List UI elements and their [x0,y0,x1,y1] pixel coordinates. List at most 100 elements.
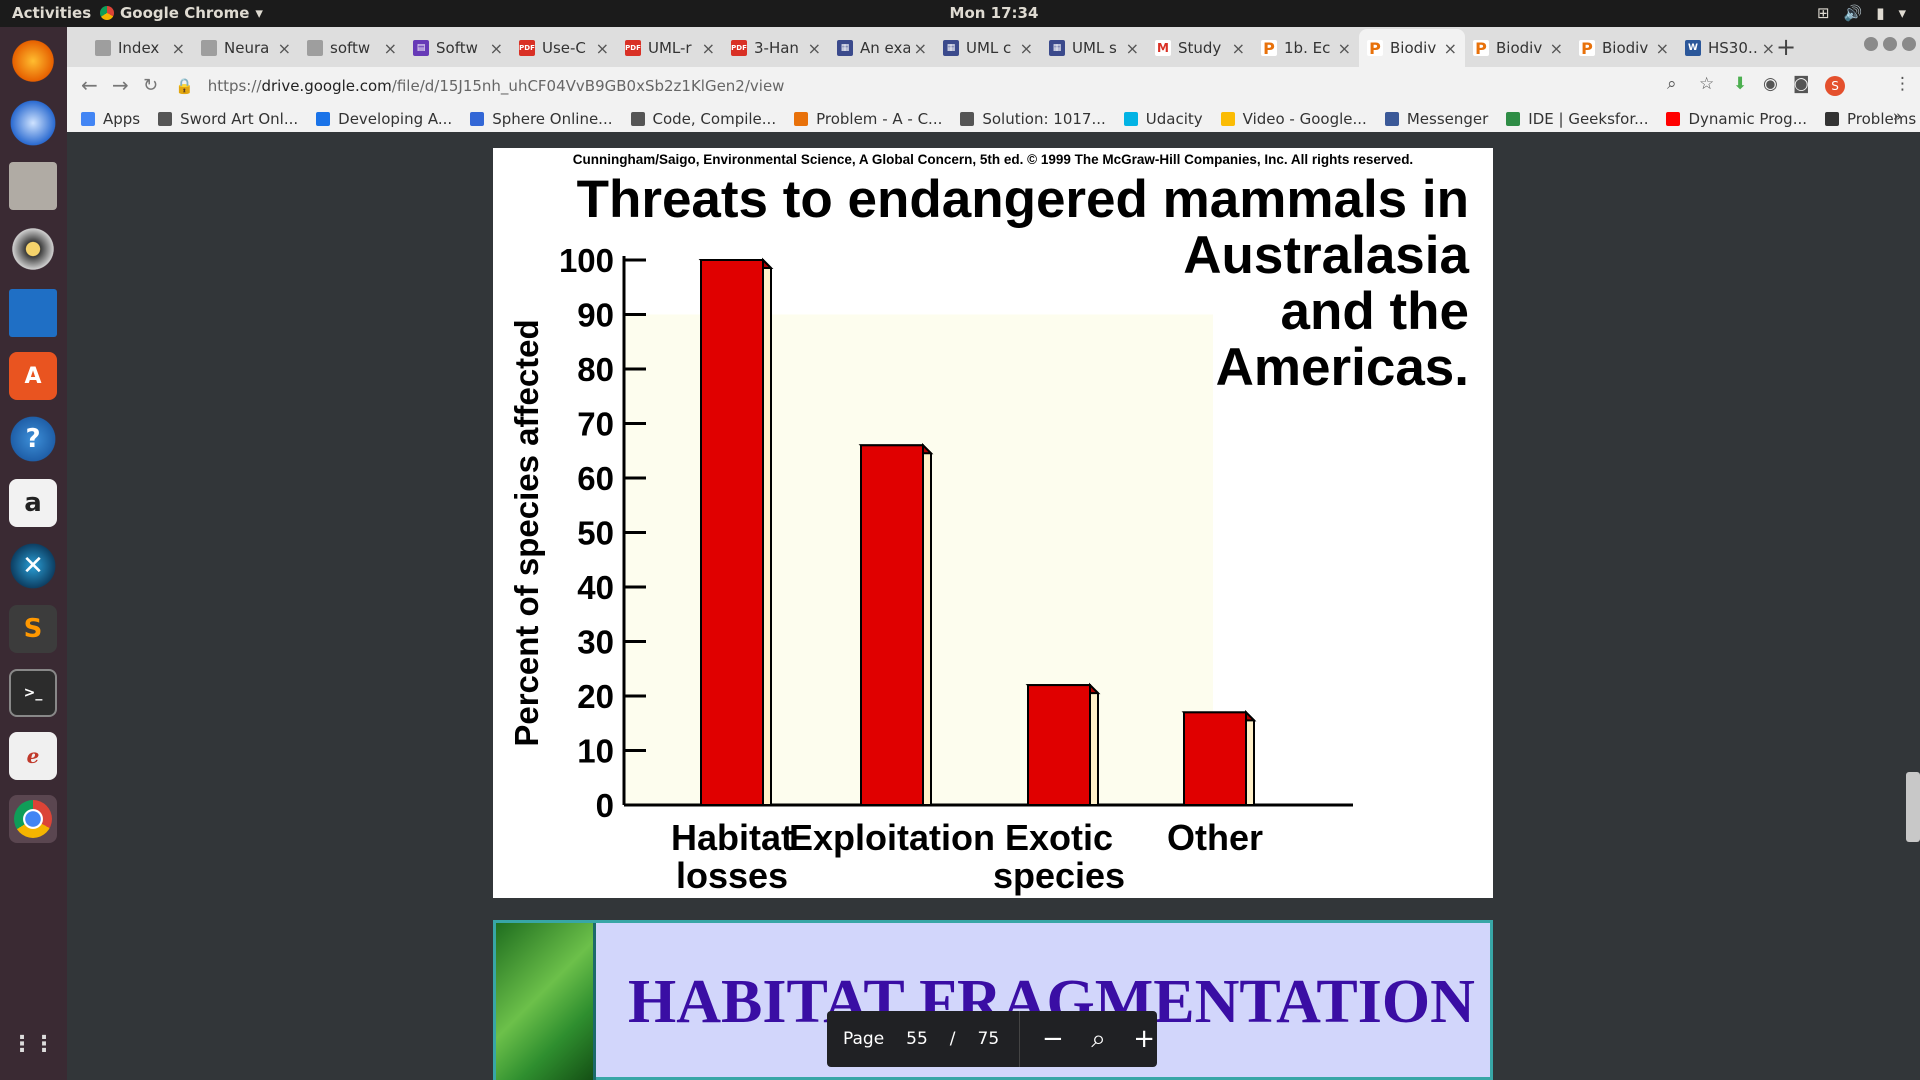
bookmark-label: Messenger [1406,109,1489,128]
tab-7[interactable]: ▦ An exa × [829,29,935,67]
ppt-icon: P [1367,39,1383,58]
bookmark-item[interactable]: Dynamic Prog... [1666,110,1807,128]
screenshot-icon[interactable]: ◙ [1793,74,1810,94]
close-icon[interactable]: × [595,38,609,58]
bookmark-item[interactable]: Udacity [1123,110,1203,128]
bookmark-item[interactable]: Sphere Online... [470,110,613,128]
close-icon[interactable]: × [277,38,291,58]
reload-icon[interactable]: ↻ [143,75,159,96]
bookmark-item[interactable]: Apps [81,110,140,128]
extension-download-icon[interactable]: ⬇ [1733,74,1748,94]
tab-12[interactable]: P Biodiv × [1359,29,1465,67]
page-number-input[interactable]: 55 [906,1029,928,1049]
system-tray[interactable]: ⊞ 🔊 ▮ ▾ [1817,4,1906,22]
close-icon[interactable]: × [1761,38,1775,58]
kodi-icon[interactable]: ✕ [9,542,57,590]
tab-title: An exa [860,39,910,57]
close-icon[interactable]: × [701,38,715,58]
bookmark-star-icon[interactable]: ☆ [1699,74,1715,94]
app-menu[interactable]: Google Chrome ▾ [100,4,263,22]
sublime-icon[interactable]: S [9,605,57,653]
bookmark-item[interactable]: Messenger [1384,109,1489,128]
close-icon[interactable]: × [1125,38,1139,58]
tab-2[interactable]: softw × [299,29,405,67]
close-icon[interactable]: × [1655,38,1669,58]
close-icon[interactable]: × [489,38,503,58]
show-apps-icon[interactable]: ⋮⋮ [11,1031,55,1057]
amazon-icon[interactable]: a [9,479,57,527]
bookmark-item[interactable]: IDE | Geeksfor... [1506,110,1648,128]
firefox-icon[interactable] [9,37,57,85]
close-icon[interactable]: × [807,38,821,58]
tab-15[interactable]: W HS30… × [1677,29,1783,67]
bookmarks-overflow-icon[interactable]: » [1892,107,1902,125]
new-tab-button[interactable]: + [1776,33,1797,61]
bookmark-item[interactable]: Problem - A - C... [794,110,942,128]
tab-1[interactable]: Neura × [193,29,299,67]
writer-icon[interactable] [9,289,57,337]
bookmark-item[interactable]: Sword Art Onl... [158,110,298,128]
maximize-button[interactable] [1883,37,1897,51]
y-tick-label: 60 [577,460,614,497]
rhythmbox-icon[interactable] [9,225,57,273]
tab-9[interactable]: ▦ UML s × [1041,29,1147,67]
close-icon[interactable]: × [1443,38,1457,58]
bookmark-favicon-icon [1384,111,1399,126]
bookmark-item[interactable]: Problems [1825,110,1916,128]
tab-10[interactable]: M Study × [1147,29,1253,67]
tab-4[interactable]: PDF Use-C × [511,29,617,67]
activities-button[interactable]: Activities [12,4,92,22]
bookmark-item[interactable]: Code, Compile... [630,110,776,128]
pdf-viewer[interactable]: Cunningham/Saigo, Environmental Science,… [67,132,1920,1080]
close-window-button[interactable] [1902,37,1916,51]
bookmark-item[interactable]: Solution: 1017... [960,110,1106,128]
files-icon[interactable] [9,162,57,210]
software-center-icon[interactable]: A [9,352,57,400]
extension-record-icon[interactable]: ◉ [1763,74,1778,94]
x-tick-label: Other [1167,817,1263,858]
chrome-menu-icon[interactable]: ⋮ [1894,74,1911,94]
tab-title: 3-Han [754,39,799,57]
minimize-button[interactable] [1864,37,1878,51]
tab-title: Biodiv [1496,39,1543,57]
tab-5[interactable]: PDF UML-r × [617,29,723,67]
network-icon: ⊞ [1816,4,1830,22]
tab-6[interactable]: PDF 3-Han × [723,29,829,67]
tab-8[interactable]: ▦ UML c × [935,29,1041,67]
help-icon[interactable]: ? [9,415,57,463]
volume-icon: 🔊 [1843,4,1863,22]
doc-icon [201,40,217,56]
close-icon[interactable]: × [171,38,185,58]
close-icon[interactable]: × [1231,38,1245,58]
close-icon[interactable]: × [1549,38,1563,58]
tab-11[interactable]: P 1b. Ec × [1253,29,1359,67]
scrollbar-thumb[interactable] [1906,772,1920,842]
tab-0[interactable]: Index × [87,29,193,67]
forward-arrow-icon[interactable]: → [112,73,129,97]
zoom-in-button[interactable]: + [1133,1024,1156,1054]
address-bar[interactable]: 🔒 https://drive.google.com/file/d/15J15n… [175,71,1795,101]
tab-3[interactable]: ▤ Softw × [405,29,511,67]
thunderbird-icon[interactable] [9,99,57,147]
bar-side [1245,709,1255,806]
x-tick-label: species [993,855,1125,896]
bookmark-item[interactable]: Developing A... [316,110,452,128]
chevron-down-icon: ▾ [1898,4,1906,22]
terminal-icon[interactable]: >_ [9,669,57,717]
tab-13[interactable]: P Biodiv × [1465,29,1571,67]
close-icon[interactable]: × [913,38,927,58]
zoom-icon[interactable]: ⌕ [1667,74,1677,94]
pdf-icon: PDF [519,40,535,56]
word-icon: W [1685,40,1701,56]
close-icon[interactable]: × [1019,38,1033,58]
back-arrow-icon[interactable]: ← [81,73,98,97]
bookmark-item[interactable]: Video - Google... [1220,110,1367,128]
tab-14[interactable]: P Biodiv × [1571,29,1677,67]
chrome-dock-icon[interactable] [9,795,57,843]
clock[interactable]: Mon 17:34 [949,4,1039,22]
close-icon[interactable]: × [1337,38,1351,58]
document-viewer-icon[interactable]: ℯ [9,732,57,780]
profile-avatar[interactable]: S [1825,76,1845,96]
close-icon[interactable]: × [383,38,397,58]
zoom-out-button[interactable]: − [1041,1024,1064,1054]
